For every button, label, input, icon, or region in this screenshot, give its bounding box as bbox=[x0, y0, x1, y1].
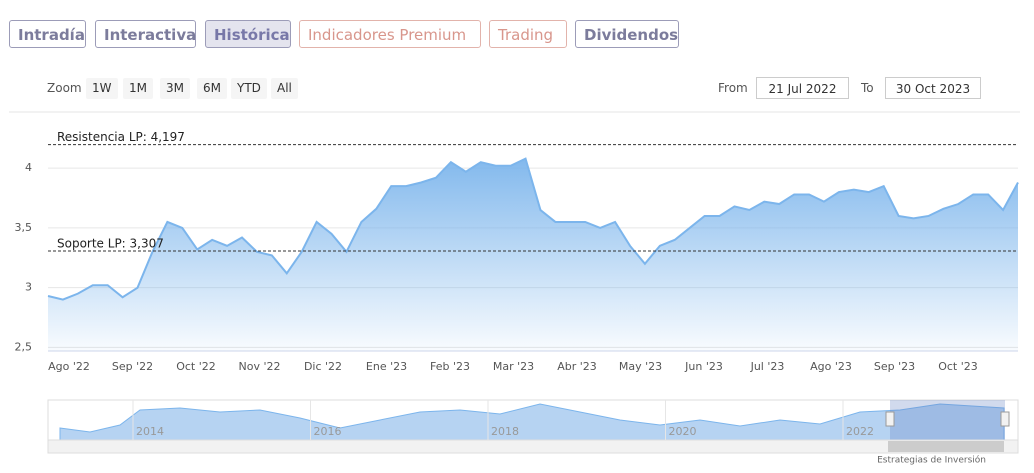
x-tick-label: Oct '22 bbox=[176, 360, 216, 373]
x-tick-label: Ago '23 bbox=[810, 360, 852, 373]
tab[interactable]: Indicadores Premium bbox=[299, 20, 481, 48]
credit: Estrategias de Inversión bbox=[877, 455, 986, 466]
navigator-handle[interactable] bbox=[885, 411, 895, 427]
annotation-label: Resistencia LP: 4,197 bbox=[57, 130, 185, 144]
from-input[interactable]: 21 Jul 2022 bbox=[756, 77, 849, 99]
navigator-window[interactable] bbox=[890, 400, 1005, 440]
y-tick-label: 3 bbox=[25, 281, 32, 294]
x-tick-label: Feb '23 bbox=[430, 360, 470, 373]
x-tick-label: Mar '23 bbox=[493, 360, 534, 373]
zoom-button[interactable]: 6M bbox=[197, 78, 227, 99]
navigator-series bbox=[59, 403, 1005, 441]
to-input[interactable]: 30 Oct 2023 bbox=[885, 77, 981, 99]
line bbox=[47, 157, 1019, 301]
zoom-button[interactable]: 3M bbox=[160, 78, 190, 99]
navigator-handle[interactable] bbox=[1000, 411, 1010, 427]
tab[interactable]: Dividendos bbox=[575, 20, 679, 48]
area bbox=[48, 158, 1018, 351]
y-tick-label: 3,5 bbox=[15, 221, 33, 234]
x-tick-label: Ene '23 bbox=[366, 360, 407, 373]
tab[interactable]: Histórica bbox=[205, 20, 291, 48]
zoom-button[interactable]: 1W bbox=[86, 78, 118, 99]
zoom-button[interactable]: All bbox=[271, 78, 298, 99]
navigator-label: 2014 bbox=[136, 425, 164, 438]
y-tick-label: 4 bbox=[25, 161, 32, 174]
zoom-button[interactable]: 1M bbox=[123, 78, 153, 99]
x-tick-label: Nov '22 bbox=[239, 360, 281, 373]
annotation-label: Soporte LP: 3,307 bbox=[57, 236, 164, 250]
to-label: To bbox=[861, 81, 874, 95]
x-tick-label: Ago '22 bbox=[48, 360, 90, 373]
navigator-label: 2022 bbox=[846, 425, 874, 438]
from-label: From bbox=[718, 81, 748, 95]
x-tick-label: Sep '22 bbox=[112, 360, 153, 373]
x-tick-label: Jul '23 bbox=[750, 360, 785, 373]
scrollbar[interactable] bbox=[47, 439, 1019, 454]
x-tick-label: Oct '23 bbox=[938, 360, 978, 373]
tab[interactable]: Interactiva bbox=[95, 20, 196, 48]
navigator-label: 2016 bbox=[314, 425, 342, 438]
x-tick-label: Abr '23 bbox=[557, 360, 597, 373]
navigator-label: 2018 bbox=[491, 425, 519, 438]
y-tick-label: 2,5 bbox=[15, 340, 33, 353]
zoom-label: Zoom bbox=[47, 81, 82, 95]
navigator-label: 2020 bbox=[669, 425, 697, 438]
zoom-button[interactable]: YTD bbox=[231, 78, 267, 99]
x-tick-label: Jun '23 bbox=[684, 360, 723, 373]
tab[interactable]: Intradía bbox=[9, 20, 86, 48]
x-tick-label: Sep '23 bbox=[874, 360, 915, 373]
x-tick-label: Dic '22 bbox=[304, 360, 342, 373]
tab[interactable]: Trading bbox=[489, 20, 567, 48]
x-tick-label: May '23 bbox=[619, 360, 662, 373]
scrollbar-thumb[interactable] bbox=[888, 441, 1004, 452]
